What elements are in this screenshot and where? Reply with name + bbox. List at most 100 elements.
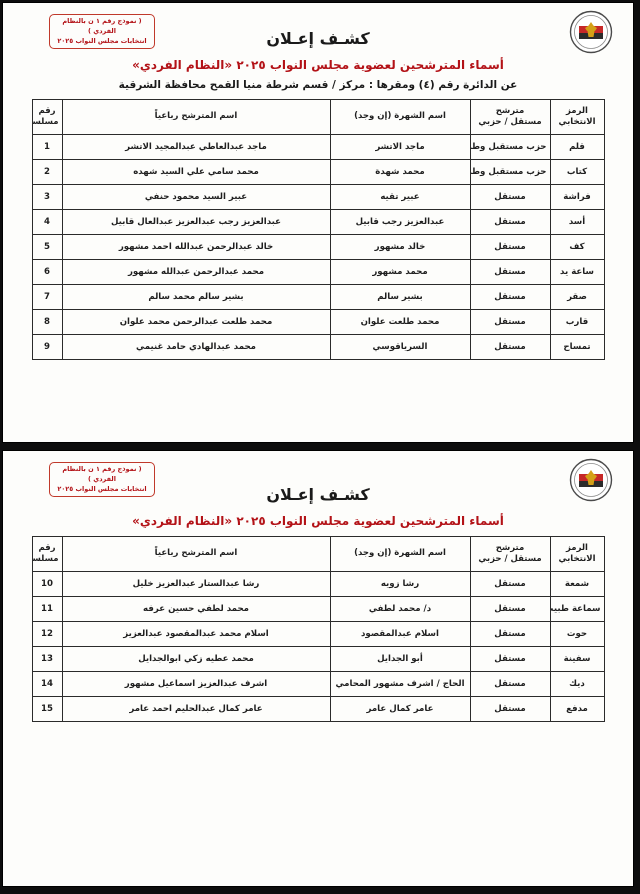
table-row: كتاب حزب مستقبل وطن محمد شهدة محمد سامي … (31, 159, 605, 185)
cell-affiliation: مستقل (469, 209, 551, 235)
col-header-fame: اسم الشهرة (إن وجد) (329, 536, 471, 572)
cell-name: عامر كمال عبدالحليم احمد عامر (61, 696, 331, 722)
nea-eagle-icon (569, 10, 613, 54)
table-row: تمساح مستقل السرياقوسي محمد عبدالهادي حا… (31, 334, 605, 360)
table-row: قارب مستقل محمد طلعت علوان محمد طلعت عبد… (31, 309, 605, 335)
cell-affiliation: مستقل (469, 571, 551, 597)
district-line: عن الدائرة رقم (٤) ومقرها : مركز / قسم ش… (118, 79, 518, 91)
cell-symbol: ديك (549, 671, 605, 697)
cell-affiliation: مستقل (469, 259, 551, 285)
cell-name: خالد عبدالرحمن عبدالله احمد مشهور (61, 234, 331, 260)
table-row: فراشة مستقل عبير تقيه عبير السيد محمود ح… (31, 184, 605, 210)
col-header-serial: رقم مسلسل (31, 536, 63, 572)
cell-symbol: سماعة طبيب (549, 596, 605, 622)
table-row: ساعة يد مستقل محمد مشهور محمد عبدالرحمن … (31, 259, 605, 285)
cell-serial: 11 (31, 596, 63, 622)
cell-fame: ماجد الاتشر (329, 134, 471, 160)
col-header-affiliation: مترشح مستقل / حزبي (469, 99, 551, 135)
table-header-row: الرمز الانتخابي مترشح مستقل / حزبي اسم ا… (31, 99, 605, 135)
cell-symbol: كف (549, 234, 605, 260)
col-header-name: اسم المترشح رباعياً (61, 99, 331, 135)
cell-symbol: فراشة (549, 184, 605, 210)
page-title: كشـف إعـلان (266, 29, 370, 48)
candidates-table-page1: الرمز الانتخابي مترشح مستقل / حزبي اسم ا… (31, 99, 605, 360)
cell-name: محمد طلعت عبدالرحمن محمد علوان (61, 309, 331, 335)
cell-fame: الحاج / اشرف مشهور المحامي (329, 671, 471, 697)
cell-name: بشير سالم محمد سالم (61, 284, 331, 310)
cell-symbol: ساعة يد (549, 259, 605, 285)
table-row: كف مستقل خالد مشهور خالد عبدالرحمن عبدال… (31, 234, 605, 260)
cell-symbol: أسد (549, 209, 605, 235)
cell-name: اسلام محمد عبدالمقصود عبدالعزيز (61, 621, 331, 647)
cell-symbol: مدفع (549, 696, 605, 722)
cell-name: محمد سامي علي السيد شهده (61, 159, 331, 185)
cell-serial: 8 (31, 309, 63, 335)
table-row: شمعة مستقل رشا زويه رشا عبدالستار عبدالع… (31, 571, 605, 597)
cell-affiliation: مستقل (469, 234, 551, 260)
cell-fame: بشير سالم (329, 284, 471, 310)
cell-symbol: قلم (549, 134, 605, 160)
announcement-page-1: ( نموذج رقم ١ ن بالنظام الفردي ) انتخابا… (2, 2, 634, 443)
cell-serial: 4 (31, 209, 63, 235)
form-number-box: ( نموذج رقم ١ ن بالنظام الفردي ) انتخابا… (49, 462, 155, 498)
cell-symbol: شمعة (549, 571, 605, 597)
cell-serial: 3 (31, 184, 63, 210)
cell-affiliation: مستقل (469, 596, 551, 622)
form-number-line1: ( نموذج رقم ١ ن بالنظام الفردي ) (62, 465, 142, 483)
cell-fame: أبو الجدايل (329, 646, 471, 672)
table-row: حوت مستقل اسلام عبدالمقصود اسلام محمد عب… (31, 621, 605, 647)
cell-symbol: سفينة (549, 646, 605, 672)
cell-name: عبدالعزيز رجب عبدالعزيز عبدالعال قابيل (61, 209, 331, 235)
table-row: قلم حزب مستقبل وطن ماجد الاتشر ماجد عبدا… (31, 134, 605, 160)
cell-fame: السرياقوسي (329, 334, 471, 360)
col-header-symbol: الرمز الانتخابي (549, 99, 605, 135)
cell-symbol: تمساح (549, 334, 605, 360)
page-subtitle: أسماء المترشحين لعضوية مجلس النواب ٢٠٢٥ … (132, 58, 504, 72)
cell-name: اشرف عبدالعزيز اسماعيل مشهور (61, 671, 331, 697)
col-header-name: اسم المترشح رباعياً (61, 536, 331, 572)
cell-serial: 12 (31, 621, 63, 647)
cell-serial: 5 (31, 234, 63, 260)
cell-serial: 7 (31, 284, 63, 310)
cell-name: رشا عبدالستار عبدالعزيز خليل (61, 571, 331, 597)
cell-symbol: قارب (549, 309, 605, 335)
cell-serial: 15 (31, 696, 63, 722)
cell-fame: محمد طلعت علوان (329, 309, 471, 335)
cell-name: محمد عبدالهادي حامد غنيمي (61, 334, 331, 360)
cell-name: ماجد عبدالعاطي عبدالمجيد الاتشر (61, 134, 331, 160)
cell-fame: د/ محمد لطفي (329, 596, 471, 622)
cell-affiliation: مستقل (469, 334, 551, 360)
cell-fame: عامر كمال عامر (329, 696, 471, 722)
table-row: ديك مستقل الحاج / اشرف مشهور المحامي اشر… (31, 671, 605, 697)
cell-serial: 14 (31, 671, 63, 697)
cell-fame: عبدالعزيز رجب قابيل (329, 209, 471, 235)
cell-serial: 6 (31, 259, 63, 285)
col-header-fame: اسم الشهرة (إن وجد) (329, 99, 471, 135)
cell-name: محمد عطيه زكي ابوالجدايل (61, 646, 331, 672)
cell-serial: 2 (31, 159, 63, 185)
table-row: سماعة طبيب مستقل د/ محمد لطفي محمد لطفي … (31, 596, 605, 622)
form-number-line2: انتخابات مجلس النواب ٢٠٢٥ (57, 36, 147, 45)
cell-affiliation: حزب مستقبل وطن (469, 159, 551, 185)
announcement-page-2: ( نموذج رقم ١ ن بالنظام الفردي ) انتخابا… (2, 450, 634, 887)
cell-serial: 9 (31, 334, 63, 360)
cell-fame: محمد شهدة (329, 159, 471, 185)
nea-eagle-icon (569, 458, 613, 502)
cell-serial: 13 (31, 646, 63, 672)
cell-symbol: حوت (549, 621, 605, 647)
cell-symbol: كتاب (549, 159, 605, 185)
cell-fame: اسلام عبدالمقصود (329, 621, 471, 647)
cell-serial: 1 (31, 134, 63, 160)
table-row: مدفع مستقل عامر كمال عامر عامر كمال عبدا… (31, 696, 605, 722)
cell-fame: عبير تقيه (329, 184, 471, 210)
cell-affiliation: مستقل (469, 646, 551, 672)
col-header-serial: رقم مسلسل (31, 99, 63, 135)
cell-affiliation: مستقل (469, 696, 551, 722)
cell-symbol: صقر (549, 284, 605, 310)
table-row: صقر مستقل بشير سالم بشير سالم محمد سالم … (31, 284, 605, 310)
form-number-line1: ( نموذج رقم ١ ن بالنظام الفردي ) (62, 17, 142, 35)
form-number-box: ( نموذج رقم ١ ن بالنظام الفردي ) انتخابا… (49, 14, 155, 50)
candidates-table-page2: الرمز الانتخابي مترشح مستقل / حزبي اسم ا… (31, 536, 605, 722)
cell-affiliation: حزب مستقبل وطن (469, 134, 551, 160)
cell-affiliation: مستقل (469, 284, 551, 310)
